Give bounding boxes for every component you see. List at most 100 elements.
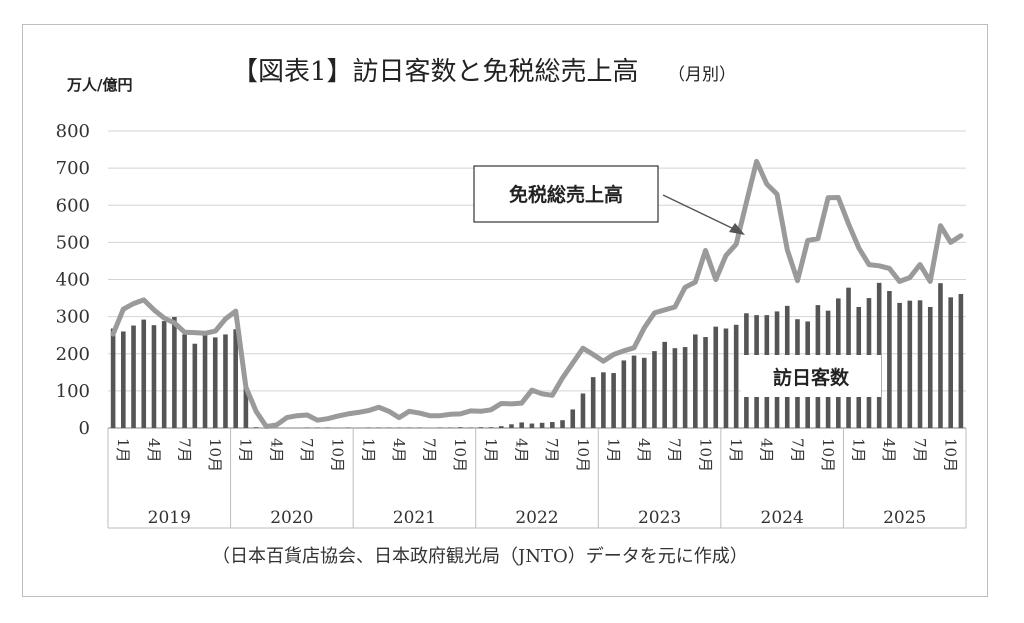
bar bbox=[151, 325, 157, 428]
bar bbox=[948, 297, 953, 428]
bar bbox=[887, 291, 892, 428]
bar bbox=[253, 427, 259, 428]
bar bbox=[131, 325, 136, 428]
year-label: 2024 bbox=[761, 508, 804, 528]
bar bbox=[641, 357, 647, 428]
bar bbox=[488, 427, 494, 428]
month-label: 1月 bbox=[850, 438, 868, 463]
month-label: 1月 bbox=[237, 438, 255, 463]
bar bbox=[182, 334, 187, 428]
bar bbox=[580, 393, 586, 428]
year-label: 2020 bbox=[270, 508, 313, 528]
grid-lines bbox=[108, 130, 966, 429]
bar bbox=[570, 409, 576, 428]
bar bbox=[662, 341, 667, 428]
month-label: 4月 bbox=[390, 438, 408, 463]
bar bbox=[652, 351, 657, 428]
month-label: 1月 bbox=[482, 438, 500, 463]
unit-label: 万人/億円 bbox=[66, 76, 132, 94]
month-label: 7月 bbox=[543, 438, 561, 463]
series-line bbox=[110, 158, 964, 429]
month-label: 7月 bbox=[788, 438, 806, 463]
bar bbox=[927, 306, 933, 428]
y-tick-label: 200 bbox=[56, 344, 90, 365]
y-tick-label: 0 bbox=[79, 418, 90, 439]
month-label: 4月 bbox=[267, 438, 285, 463]
bar bbox=[907, 300, 913, 428]
y-tick-label: 100 bbox=[56, 381, 90, 402]
month-label: 10月 bbox=[574, 438, 592, 472]
month-label: 7月 bbox=[175, 438, 193, 463]
bar-annotation-box bbox=[741, 355, 881, 397]
year-label: 2022 bbox=[515, 508, 558, 528]
bar bbox=[110, 328, 116, 428]
bar bbox=[693, 334, 698, 428]
bar-annotation-label: 訪日客数 bbox=[773, 366, 850, 389]
month-label: 4月 bbox=[145, 438, 163, 463]
bar bbox=[529, 423, 535, 428]
month-label: 1月 bbox=[727, 438, 745, 463]
year-label: 2019 bbox=[148, 508, 191, 528]
bar bbox=[621, 360, 627, 428]
month-label: 10月 bbox=[206, 438, 224, 472]
month-label: 10月 bbox=[819, 438, 837, 472]
year-label: 2021 bbox=[393, 508, 436, 528]
month-label: 7月 bbox=[666, 438, 684, 463]
arrow-head-icon bbox=[729, 223, 745, 235]
line-series bbox=[110, 158, 964, 429]
bar bbox=[539, 422, 545, 428]
chart-title-suffix: （月別） bbox=[668, 65, 736, 85]
y-tick-label: 600 bbox=[56, 195, 90, 216]
bar bbox=[601, 372, 606, 428]
bar bbox=[233, 329, 238, 428]
bar bbox=[223, 334, 228, 428]
bar bbox=[611, 373, 616, 428]
month-label: 7月 bbox=[911, 438, 929, 463]
bar bbox=[703, 337, 708, 428]
month-label: 1月 bbox=[359, 438, 377, 463]
y-axis: 800 700 600 500 400 300 200 100 0 bbox=[56, 121, 90, 439]
month-label: 1月 bbox=[604, 438, 622, 463]
bar bbox=[141, 319, 147, 428]
bar bbox=[723, 328, 729, 428]
month-label: 10月 bbox=[451, 438, 469, 472]
bar bbox=[550, 422, 555, 428]
month-label: 10月 bbox=[696, 438, 714, 472]
bar bbox=[509, 424, 514, 428]
bar bbox=[917, 300, 923, 428]
bar bbox=[202, 335, 208, 428]
bar bbox=[733, 324, 739, 428]
bar bbox=[682, 347, 688, 428]
bar bbox=[713, 326, 719, 428]
source-note: （日本百貨店協会、日本政府観光局（JNTO）データを元に作成） bbox=[212, 546, 748, 567]
month-label: 4月 bbox=[635, 438, 653, 463]
bar bbox=[243, 387, 249, 428]
chart-title: 【図表1】訪日客数と免税総売上高 bbox=[232, 57, 639, 87]
bar bbox=[212, 337, 218, 428]
y-tick-label: 300 bbox=[56, 307, 90, 328]
bar bbox=[938, 283, 943, 428]
month-label: 4月 bbox=[758, 438, 776, 463]
y-tick-label: 800 bbox=[56, 121, 90, 142]
y-tick-label: 700 bbox=[56, 158, 90, 179]
bar bbox=[560, 420, 565, 428]
year-label: 2025 bbox=[883, 508, 926, 528]
bar bbox=[161, 321, 167, 428]
month-label: 7月 bbox=[298, 438, 316, 463]
bar bbox=[498, 426, 504, 428]
bar bbox=[121, 331, 126, 428]
line-annotation-arrow bbox=[662, 194, 737, 231]
month-label: 4月 bbox=[880, 438, 898, 463]
bar bbox=[172, 316, 177, 428]
chart-frame bbox=[22, 24, 988, 597]
month-label: 1月 bbox=[114, 438, 132, 463]
line-annotation-box bbox=[473, 165, 659, 223]
bar-series bbox=[110, 282, 964, 428]
bar bbox=[478, 427, 484, 428]
bar bbox=[458, 427, 463, 428]
year-label: 2023 bbox=[638, 508, 681, 528]
bar bbox=[672, 348, 678, 428]
bar bbox=[897, 302, 902, 428]
y-tick-label: 400 bbox=[56, 270, 90, 291]
